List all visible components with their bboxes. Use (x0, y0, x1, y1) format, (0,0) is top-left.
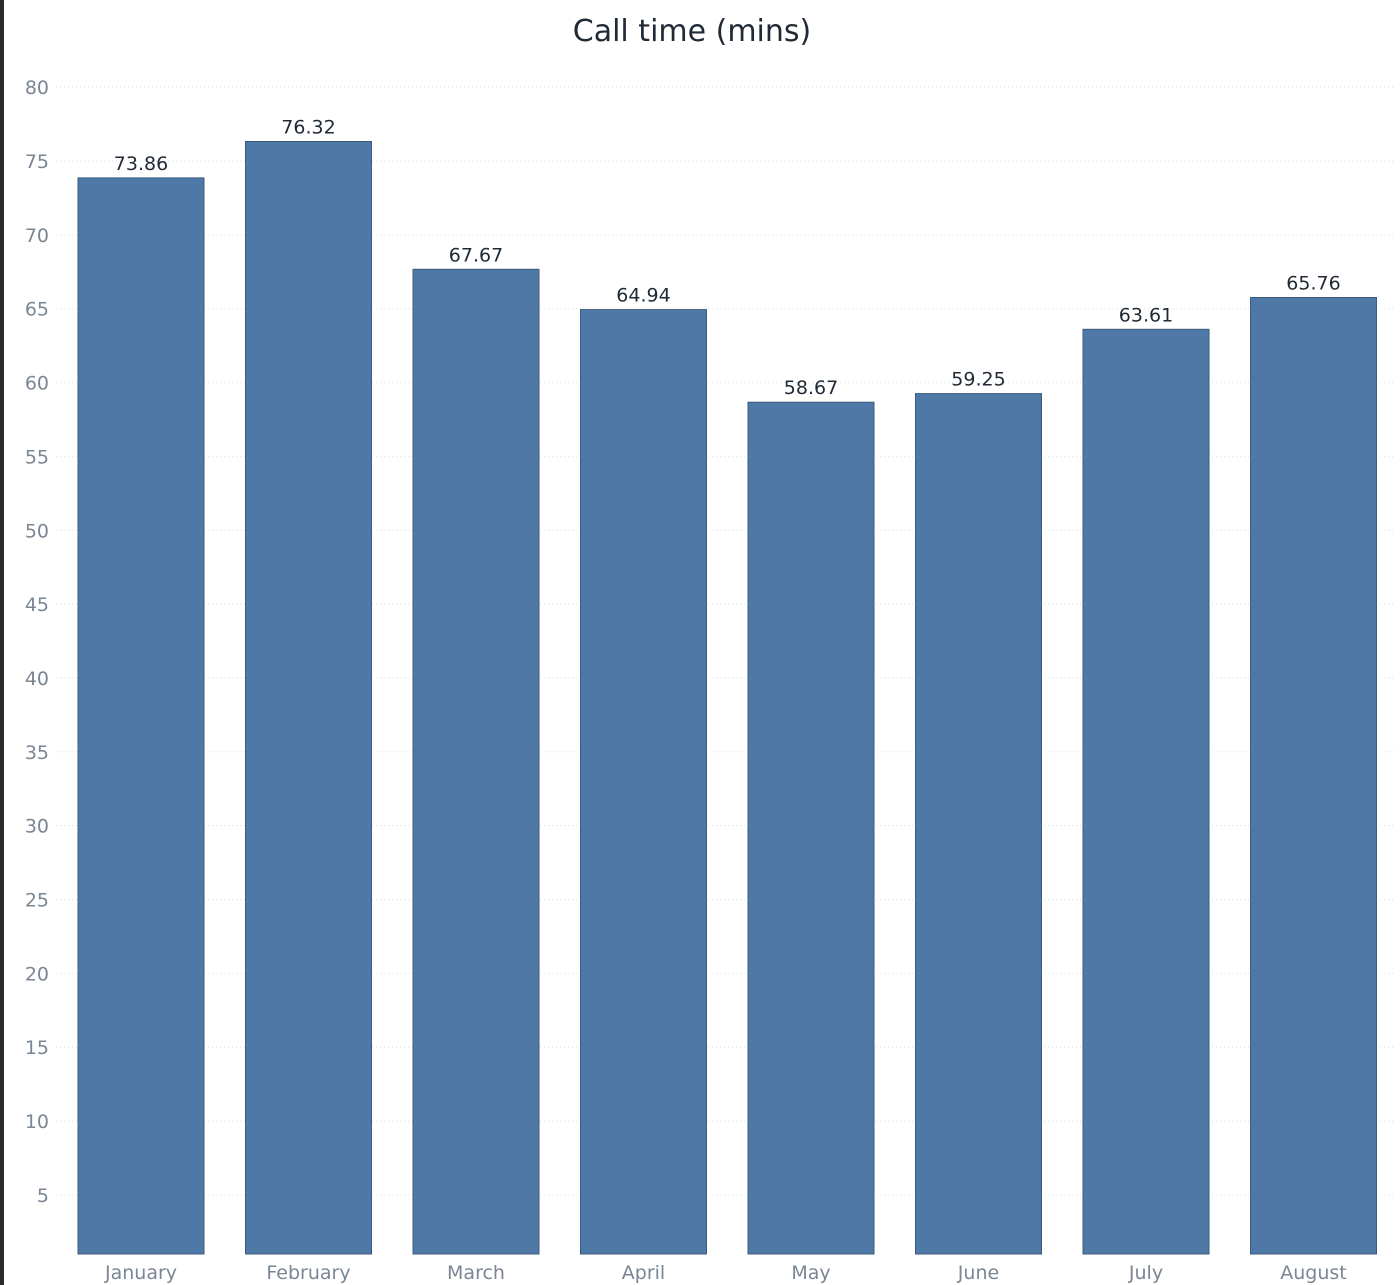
data-label-july: 63.61 (1119, 304, 1173, 326)
y-tick-label: 40 (25, 668, 49, 690)
y-tick-label: 45 (25, 594, 49, 616)
bar-february[interactable] (245, 141, 372, 1255)
y-tick-label: 50 (25, 520, 49, 542)
x-tick-label-july: July (1128, 1262, 1163, 1284)
x-tick-label-june: June (957, 1262, 999, 1284)
y-tick-label: 5 (37, 1185, 49, 1207)
x-tick-label-april: April (622, 1262, 665, 1284)
x-axis-ticks: January February March April May June July Augu… (104, 1262, 1347, 1284)
bar-june[interactable] (915, 393, 1042, 1255)
bar-august[interactable] (1250, 297, 1377, 1255)
y-tick-label: 30 (25, 816, 49, 838)
data-label-august: 65.76 (1286, 273, 1340, 295)
chart-title: Call time (mins) (573, 14, 811, 49)
bar-march[interactable] (412, 268, 540, 1255)
bar-july[interactable] (1082, 328, 1210, 1255)
y-tick-label: 25 (25, 890, 49, 912)
y-tick-label: 20 (25, 963, 49, 985)
data-label-may: 58.67 (784, 377, 838, 399)
y-tick-label: 15 (25, 1037, 49, 1059)
data-labels: 73.86 76.32 67.67 64.94 58.67 59.25 63.61 65.76 (114, 117, 1341, 400)
y-tick-label: 80 (25, 77, 49, 99)
data-label-april: 64.94 (616, 285, 670, 307)
x-tick-label-february: February (266, 1262, 350, 1284)
bars (77, 141, 1377, 1255)
y-tick-label: 75 (25, 151, 49, 173)
data-label-january: 73.86 (114, 153, 168, 175)
y-tick-label: 70 (25, 225, 49, 247)
bar-chart: Call time (mins) 5 10 15 20 25 30 35 40 45 50 55 60… (25, 14, 1396, 1284)
data-label-february: 76.32 (281, 117, 335, 139)
y-tick-label: 35 (25, 742, 49, 764)
y-tick-label: 65 (25, 299, 49, 321)
bar-may[interactable] (747, 401, 875, 1255)
y-tick-label: 10 (25, 1111, 49, 1133)
x-tick-label-august: August (1280, 1262, 1347, 1284)
y-tick-label: 60 (25, 373, 49, 395)
y-tick-label: 55 (25, 446, 49, 468)
x-tick-label-march: March (447, 1262, 505, 1284)
bar-january[interactable] (77, 177, 205, 1255)
data-label-march: 67.67 (449, 244, 503, 266)
x-tick-label-january: January (104, 1262, 177, 1284)
y-axis-ticks: 5 10 15 20 25 30 35 40 45 50 55 60 65 70 75 80 (25, 77, 49, 1207)
data-label-june: 59.25 (951, 369, 1005, 391)
bar-april[interactable] (580, 309, 707, 1255)
x-tick-label-may: May (791, 1262, 830, 1284)
